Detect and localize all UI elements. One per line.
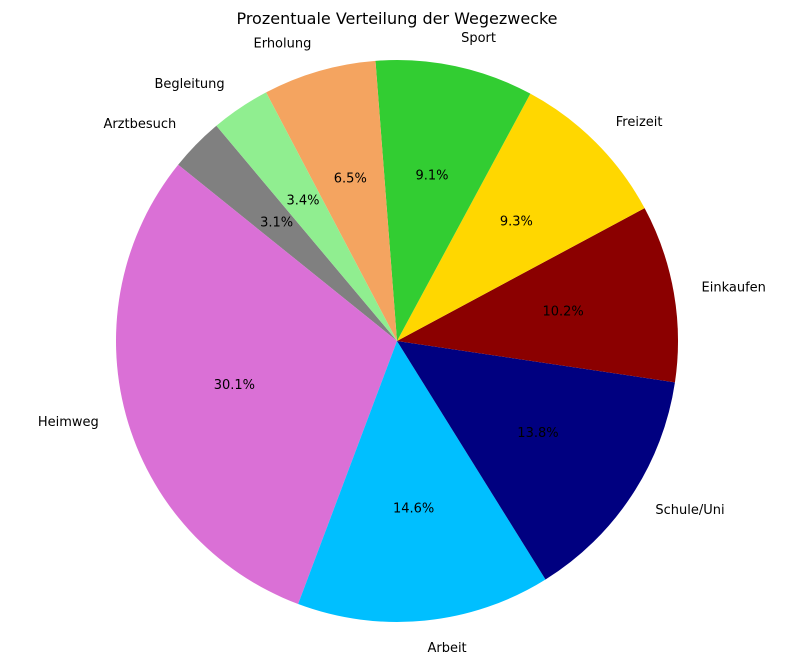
slice-label-heimweg: Heimweg bbox=[38, 415, 99, 430]
slice-percent-schule-uni: 13.8% bbox=[517, 426, 558, 441]
slice-label-einkaufen: Einkaufen bbox=[702, 280, 766, 295]
chart-title: Prozentuale Verteilung der Wegezwecke bbox=[236, 9, 557, 28]
slice-label-erholung: Erholung bbox=[253, 36, 311, 51]
pie-slice-sport bbox=[375, 59, 531, 341]
pie-slice-arbeit bbox=[298, 341, 546, 623]
slice-percent-freizeit: 9.3% bbox=[500, 214, 533, 229]
pie-slice-einkaufen bbox=[397, 208, 678, 383]
slice-label-arbeit: Arbeit bbox=[427, 641, 466, 656]
slice-percent-heimweg: 30.1% bbox=[214, 378, 255, 393]
pie-slice-erholung bbox=[266, 60, 397, 341]
slice-percent-einkaufen: 10.2% bbox=[542, 305, 583, 320]
slice-percent-begleitung: 3.4% bbox=[286, 194, 319, 209]
slice-percent-arztbesuch: 3.1% bbox=[260, 215, 293, 230]
pie-slice-heimweg bbox=[116, 164, 397, 605]
slice-percent-erholung: 6.5% bbox=[334, 171, 367, 186]
slices-group bbox=[116, 59, 678, 623]
slice-label-freizeit: Freizeit bbox=[616, 115, 663, 130]
slice-label-sport: Sport bbox=[461, 31, 496, 46]
slice-percent-sport: 9.1% bbox=[415, 169, 448, 184]
pie-slice-arztbesuch bbox=[178, 125, 397, 341]
pie-slice-begleitung bbox=[216, 92, 397, 341]
slice-percent-arbeit: 14.6% bbox=[393, 501, 434, 516]
slice-label-arztbesuch: Arztbesuch bbox=[103, 117, 176, 132]
pie-slice-freizeit bbox=[397, 93, 645, 341]
slice-label-schule-uni: Schule/Uni bbox=[655, 503, 724, 518]
slice-label-begleitung: Begleitung bbox=[154, 77, 224, 92]
pie-slice-schule-uni bbox=[397, 341, 675, 580]
labels-group: Arztbesuch 3.1% Heimweg 30.1% Arbeit 14.6% Sch… bbox=[38, 31, 766, 656]
